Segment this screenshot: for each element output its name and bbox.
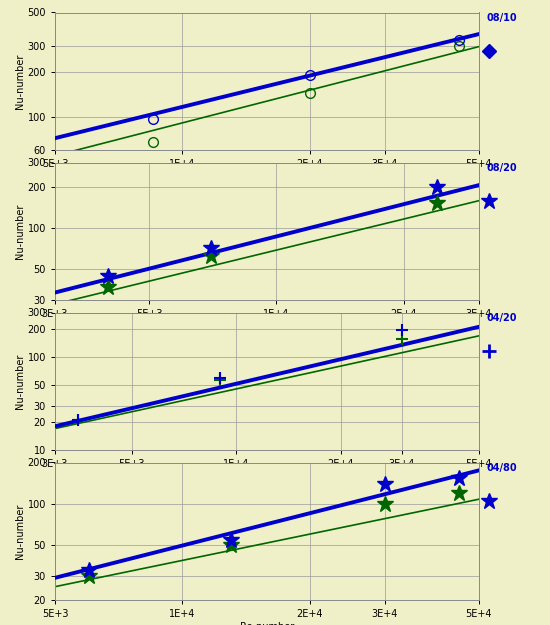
Text: 04/80: 04/80 [487,462,518,472]
Y-axis label: Nu-number: Nu-number [15,354,25,409]
X-axis label: Re-number: Re-number [240,622,294,625]
X-axis label: Re-number: Re-number [240,172,294,182]
X-axis label: Re-number: Re-number [240,322,294,332]
Y-axis label: Nu-number: Nu-number [15,54,25,109]
Text: 04/20: 04/20 [487,312,518,322]
Text: 08/10: 08/10 [487,12,518,22]
Text: 08/20: 08/20 [487,162,518,172]
X-axis label: Re-number: Re-number [240,472,294,482]
Y-axis label: Nu-number: Nu-number [15,504,25,559]
Y-axis label: Nu-number: Nu-number [15,204,25,259]
